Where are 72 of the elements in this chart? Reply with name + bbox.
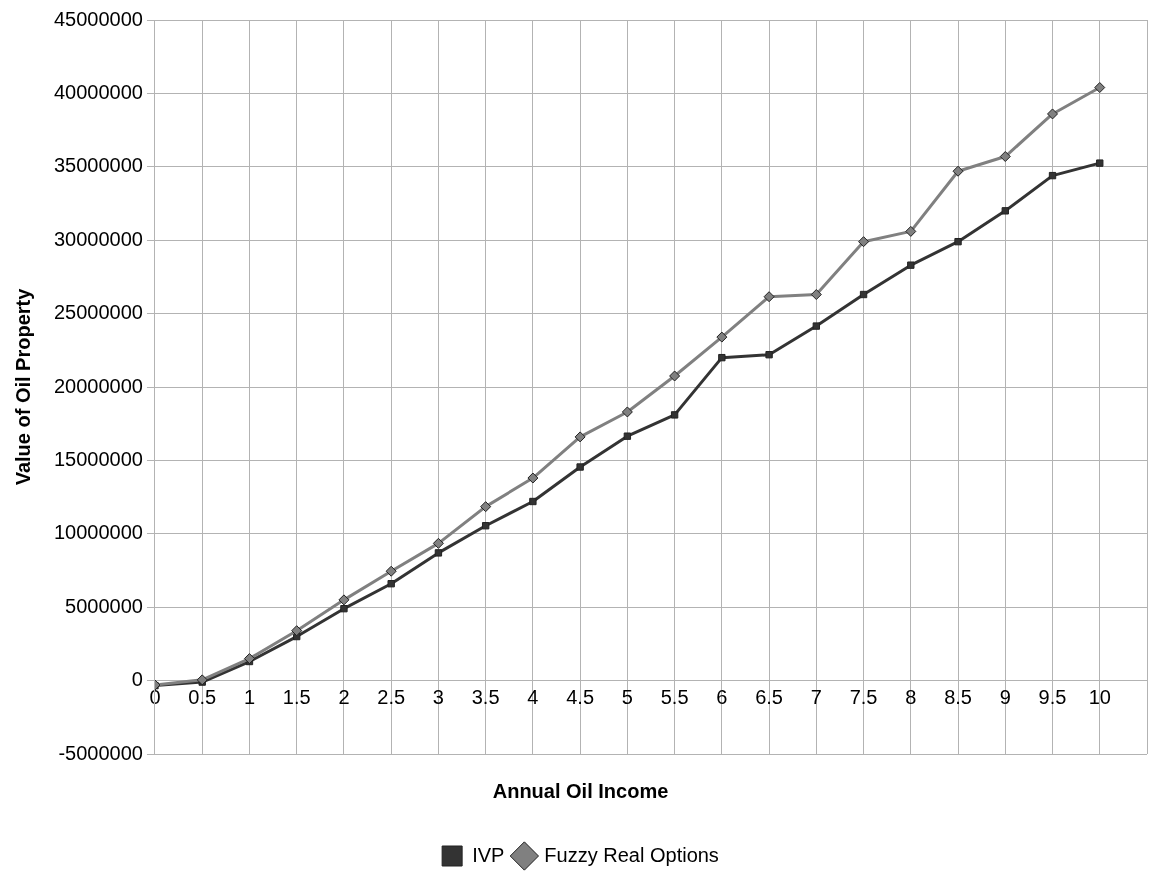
point [243,653,255,665]
legend-label: IVP [472,843,505,866]
x-tick-label: 1 [243,686,256,709]
x-tick-label: 8 [905,686,917,709]
point [432,537,444,549]
x-tick-label: 7 [810,686,822,709]
y-axis-title: Value of Oil Property [11,287,34,486]
point [1094,82,1106,94]
point [385,565,397,577]
point [574,431,586,443]
x-tick-label: 8.5 [944,686,972,709]
point [340,604,348,613]
x-tick-label: 9.5 [1038,686,1067,709]
y-tick-label: 20000000 [54,374,143,397]
x-tick-label: 6.5 [755,686,783,709]
x-tick-label: 9 [999,686,1011,709]
y-tick-label: 30000000 [54,227,143,250]
y-tick-label: -5000000 [58,741,143,764]
point [529,497,537,506]
x-tick-label: 3.5 [471,686,500,709]
point [621,406,633,418]
y-tick-label: 25000000 [54,301,143,324]
point [623,432,632,440]
y-tick-label: 40000000 [54,80,143,103]
point [1047,108,1059,120]
x-tick-label: 10 [1088,686,1111,709]
point [196,674,208,686]
point [859,290,868,299]
point [858,236,870,248]
point [810,289,822,301]
x-tick-label: 2 [338,686,350,709]
point [291,625,303,637]
x-tick-label: 4.5 [566,686,595,709]
x-tick-label: 2.5 [377,686,406,709]
point [763,291,775,303]
x-tick-label: 0.5 [188,686,217,709]
x-tick-label: 3 [432,686,444,709]
x-tick-label: 5.5 [660,686,689,709]
y-tick-label: 5000000 [65,594,143,617]
point [765,351,773,359]
point [999,151,1011,163]
point [905,225,917,237]
point [952,165,964,177]
point [954,237,962,246]
y-tick-label: 45000000 [54,7,143,30]
point [480,501,492,513]
point [669,370,681,382]
point [481,522,490,530]
x-tick-label: 4 [527,686,539,709]
point [527,472,539,484]
point [716,331,728,343]
y-tick-label: 35000000 [54,154,143,177]
x-tick-label: 7.5 [849,686,878,709]
point [812,322,821,330]
point [1001,207,1009,215]
point [387,580,395,588]
legend-label: Fuzzy Real Options [544,843,719,866]
x-tick-label: 1.5 [282,686,311,709]
point [434,549,443,557]
x-tick-label: 5 [621,686,633,709]
y-tick-label: 10000000 [54,521,143,544]
point [1096,159,1104,167]
y-tick-label: 0 [131,668,143,691]
x-tick-label: 6 [716,686,728,709]
point [576,463,584,471]
point [1048,171,1057,180]
point [718,353,726,362]
point [907,261,915,269]
y-tick-label: 15000000 [54,447,143,470]
point [338,594,350,606]
point [670,411,679,419]
x-axis-title: Annual Oil Income [492,779,669,802]
